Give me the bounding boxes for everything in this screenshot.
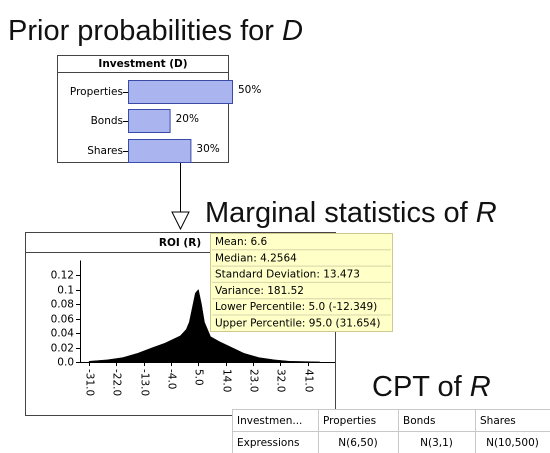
table-cell: N(3,1): [420, 437, 453, 449]
heading-var: D: [282, 15, 303, 47]
state-label: 20%: [176, 113, 199, 125]
statistic: Upper Percentile: 95.0 (31.654): [215, 318, 380, 330]
state-label: 50%: [238, 84, 261, 96]
density-area: [88, 288, 320, 363]
heading-cpt: CPT of R: [372, 371, 491, 403]
x-tick-label: 5.0: [193, 369, 205, 386]
y-tick-label: 0.12: [51, 270, 74, 282]
node-title: ROI (R): [159, 237, 201, 249]
y-tick-label: 0.06: [51, 314, 75, 326]
heading-text: Prior probabilities for: [8, 15, 274, 47]
arrow-head: [171, 211, 190, 231]
table-header-cell: Shares: [480, 415, 516, 427]
x-tick-label: -31.0: [84, 369, 96, 396]
table-header-cell: Investmen...: [237, 415, 302, 427]
table-cell: N(10,500): [486, 437, 539, 449]
statistic: Median: 4.2564: [215, 252, 297, 264]
state-name: Shares: [87, 145, 123, 157]
statistic: Standard Deviation: 13.473: [215, 269, 360, 281]
heading-text: CPT of: [372, 371, 463, 403]
table-header-cell: Properties: [323, 415, 376, 427]
x-tick-label: -4.0: [166, 369, 178, 390]
y-tick-label: 0.1: [57, 285, 74, 297]
table-cell: Expressions: [237, 437, 299, 449]
state-bar: [128, 109, 171, 133]
heading-marginal: Marginal statistics of R: [205, 197, 497, 229]
y-tick-label: 0.08: [51, 299, 74, 311]
state-bars: Properties 50% Bonds 20% Shares 30%: [70, 80, 261, 163]
statistic: Lower Percentile: 5.0 (-12.349): [215, 301, 377, 313]
x-tick-label: 14.0: [221, 369, 233, 392]
y-tick-label: 0.04: [51, 328, 75, 340]
table-header-cell: Bonds: [403, 415, 435, 427]
heading-text: Marginal statistics of: [205, 197, 469, 229]
x-tick-label: 41.0: [303, 369, 315, 392]
heading-prior: Prior probabilities for D: [8, 15, 303, 47]
state-bar: [128, 139, 192, 163]
density-plot: 0.12 0.1 0.08 0.06 0.04 0.02 0.0 -31.0 -22.0 -13.…: [51, 260, 335, 396]
statistics-tooltip: Mean: 6.6 Median: 4.2564 Standard Deviatio…: [210, 233, 393, 332]
cpt-table: Investmen... Properties Bonds Shares Express…: [232, 409, 550, 453]
heading-var: R: [476, 197, 497, 229]
state-name: Bonds: [91, 115, 123, 127]
x-tick-label: 32.0: [275, 369, 287, 392]
table-cell: N(6,50): [338, 437, 377, 449]
x-tick-label: -22.0: [111, 369, 123, 396]
x-tick-label: 23.0: [248, 369, 260, 392]
state-bar: [128, 80, 233, 104]
y-tick-label: 0.0: [57, 357, 74, 369]
state-label: 30%: [196, 143, 219, 155]
statistic: Mean: 6.6: [215, 236, 268, 248]
state-name: Properties: [70, 86, 123, 98]
table-row-bg: [232, 431, 550, 453]
y-tick-label: 0.02: [51, 343, 74, 355]
statistic: Variance: 181.52: [215, 285, 304, 297]
x-tick-label: -13.0: [139, 369, 151, 396]
heading-var: R: [470, 371, 491, 403]
node-title: Investment (D): [98, 58, 187, 70]
